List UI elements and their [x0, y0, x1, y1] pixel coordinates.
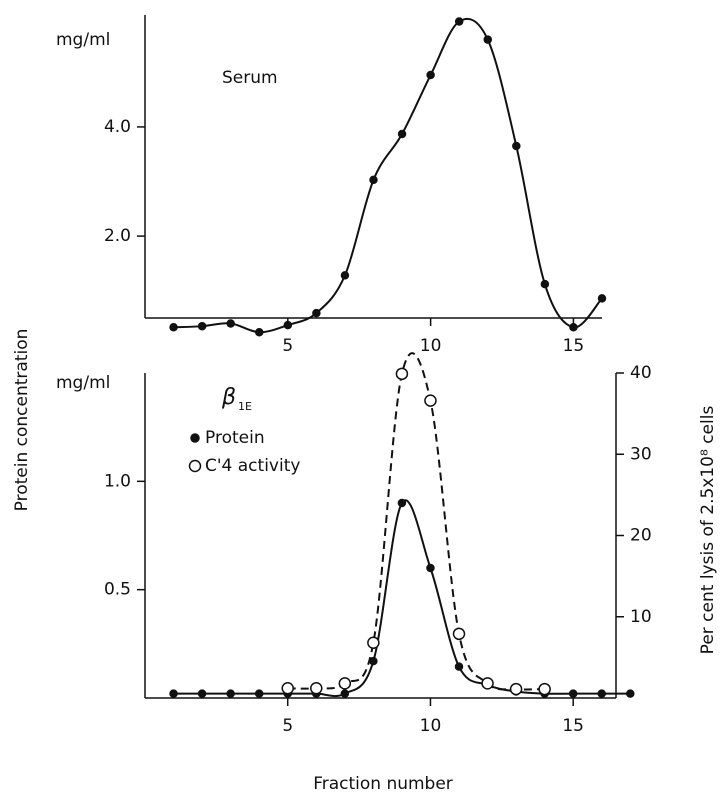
- point: [424, 394, 437, 407]
- point: [226, 689, 235, 698]
- point: [509, 682, 523, 696]
- point: [454, 662, 464, 671]
- point: [426, 70, 435, 80]
- point: [197, 321, 207, 331]
- y-tick-label: 4.0: [104, 117, 131, 137]
- x-tick-label: 10: [420, 716, 442, 736]
- annotation: β: [221, 385, 236, 410]
- x-tick-label: 5: [282, 716, 293, 736]
- x-tick-label: 15: [562, 716, 584, 736]
- point: [512, 141, 521, 151]
- point: [597, 294, 607, 303]
- legend-label: C'4 activity: [205, 456, 300, 476]
- point: [169, 323, 178, 332]
- point: [226, 319, 235, 328]
- x-tick-label: 5: [282, 336, 293, 356]
- y-unit: mg/ml: [56, 373, 110, 393]
- point: [255, 327, 264, 337]
- x-axis-label: Fraction number: [313, 774, 453, 794]
- point: [538, 682, 551, 696]
- x-tick-label: 10: [420, 336, 442, 356]
- legend-marker: [190, 433, 200, 443]
- y-tick-label: 1.0: [104, 471, 131, 491]
- y2-tick-label: 40: [630, 363, 652, 383]
- series-line: [173, 499, 631, 698]
- y-axis-label: Protein concentration: [12, 329, 32, 512]
- x-tick-label: 15: [563, 336, 585, 356]
- point: [568, 689, 578, 698]
- point: [197, 689, 207, 698]
- point: [397, 498, 407, 508]
- y2-tick-label: 20: [630, 526, 652, 546]
- point: [369, 656, 378, 666]
- point: [281, 682, 294, 695]
- annotation: Serum: [222, 68, 278, 88]
- point: [626, 689, 635, 698]
- point: [397, 129, 407, 139]
- point: [254, 689, 264, 698]
- point: [597, 689, 606, 698]
- point: [454, 17, 464, 26]
- point: [310, 682, 323, 695]
- legend-marker: [188, 459, 202, 473]
- y2-tick-label: 10: [630, 607, 652, 627]
- point: [369, 175, 378, 185]
- point: [169, 689, 178, 698]
- point: [452, 627, 466, 641]
- point: [340, 689, 350, 698]
- point: [395, 367, 409, 381]
- point: [483, 35, 492, 44]
- point: [426, 563, 435, 573]
- point: [540, 279, 550, 289]
- y2-tick-label: 30: [630, 444, 652, 464]
- y-tick-label: 0.5: [104, 580, 131, 600]
- point: [312, 308, 321, 318]
- y-tick-label: 2.0: [104, 226, 131, 246]
- y2-axis-label: Per cent lysis of 2.5x10⁸ cells: [698, 406, 718, 655]
- series-line: [173, 17, 603, 334]
- point: [340, 271, 350, 280]
- point: [569, 323, 578, 332]
- annotation-sub: 1E: [238, 400, 252, 413]
- legend-label: Protein: [205, 428, 265, 448]
- point: [367, 636, 380, 649]
- point: [338, 677, 352, 690]
- y-unit: mg/ml: [56, 30, 110, 50]
- point: [283, 320, 293, 330]
- point: [481, 677, 494, 690]
